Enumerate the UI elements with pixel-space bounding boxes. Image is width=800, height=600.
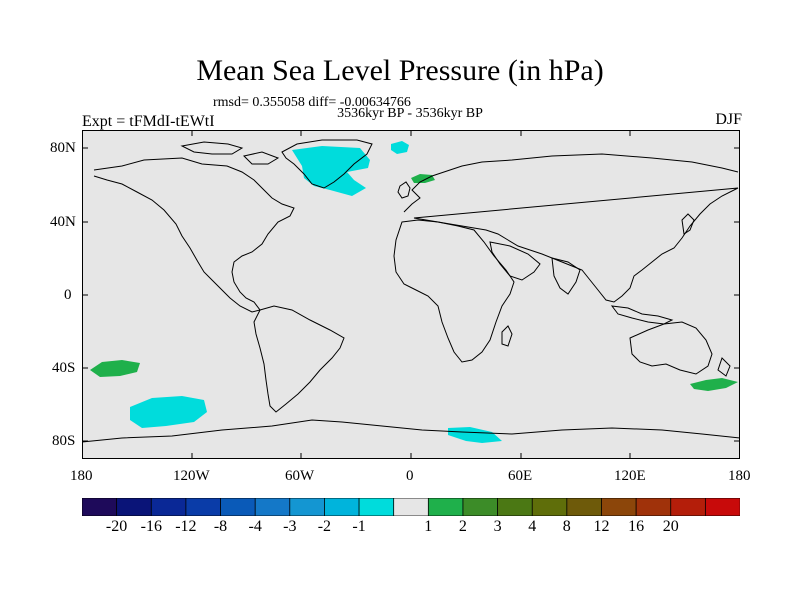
africa-coast bbox=[393, 219, 515, 363]
colorbar-swatch bbox=[289, 498, 326, 516]
india-coast bbox=[551, 257, 581, 295]
colorbar-label: 4 bbox=[528, 518, 537, 535]
colorbar-swatch bbox=[427, 498, 464, 516]
stats-line: rmsd= 0.355058 diff= -0.00634766 bbox=[213, 95, 411, 110]
chart-title: Mean Sea Level Pressure (in hPa) bbox=[196, 54, 604, 87]
lon-label-60w: 60W bbox=[285, 468, 315, 484]
japan-coast bbox=[681, 213, 695, 235]
colorbar-label: -8 bbox=[213, 518, 228, 535]
lon-label-180w: 180 bbox=[70, 468, 93, 484]
arabia-coast bbox=[489, 241, 541, 281]
colorbar-swatch bbox=[531, 498, 568, 516]
colorbar-label: 8 bbox=[562, 518, 571, 535]
colorbar-swatch bbox=[324, 498, 360, 516]
colorbar-swatch bbox=[220, 498, 256, 516]
colorbar-label: -1 bbox=[352, 518, 366, 535]
map-panel bbox=[82, 130, 740, 459]
canadian-arctic-coast bbox=[180, 141, 280, 165]
colorbar bbox=[82, 498, 740, 516]
colorbar-swatch bbox=[150, 498, 187, 516]
colorbar-swatch bbox=[704, 498, 740, 516]
colorbar-label: -2 bbox=[317, 518, 332, 535]
lon-label-120w: 120W bbox=[173, 468, 210, 484]
colorbar-swatch bbox=[566, 498, 603, 516]
colorbar-label: 2 bbox=[458, 518, 467, 535]
iceland-anomaly bbox=[391, 141, 409, 154]
eurasia-coast bbox=[403, 153, 739, 303]
lon-label-0: 0 bbox=[406, 468, 414, 484]
colorbar-label: -12 bbox=[175, 518, 197, 535]
lon-label-120e: 120E bbox=[614, 468, 646, 484]
lon-label-180e: 180 bbox=[728, 468, 751, 484]
australia-coast bbox=[629, 321, 713, 375]
colorbar-swatch bbox=[358, 498, 395, 516]
colorbar-swatch bbox=[462, 498, 499, 516]
south-pacific-anomaly bbox=[130, 396, 207, 428]
lat-label-40s: 40S bbox=[52, 360, 76, 376]
anomaly-regions bbox=[90, 141, 738, 443]
colorbar-swatch bbox=[601, 498, 637, 516]
experiment-label: Expt = tFMdI-tEWtI bbox=[82, 113, 215, 130]
tick-marks bbox=[82, 130, 740, 459]
colorbar-label: -20 bbox=[105, 518, 128, 535]
colorbar-label: 1 bbox=[424, 518, 433, 535]
colorbar-label: 12 bbox=[593, 518, 610, 535]
south-pacific-west-anomaly bbox=[90, 360, 140, 377]
antarctica-coast bbox=[82, 419, 740, 443]
colorbar-swatch bbox=[393, 498, 429, 516]
indonesia-coast bbox=[610, 305, 674, 325]
coastlines bbox=[82, 139, 740, 443]
colorbar-swatch bbox=[635, 498, 672, 516]
lat-label-0: 0 bbox=[64, 287, 72, 303]
british-isles-coast bbox=[397, 181, 411, 199]
colorbar-label: 16 bbox=[628, 518, 645, 535]
colorbar-swatch bbox=[116, 498, 152, 516]
colorbar-swatch bbox=[670, 498, 706, 516]
lat-label-40n: 40N bbox=[50, 214, 76, 230]
colorbar-swatch bbox=[254, 498, 291, 516]
southern-ocean-anomaly bbox=[448, 427, 502, 443]
tasman-anomaly bbox=[690, 378, 738, 391]
lat-label-80s: 80S bbox=[52, 433, 76, 449]
colorbar-label: -3 bbox=[283, 518, 297, 535]
season-label: DJF bbox=[715, 111, 742, 128]
new-zealand-coast bbox=[717, 357, 731, 377]
colorbar-swatch bbox=[185, 498, 222, 516]
lat-label-80n: 80N bbox=[50, 140, 76, 156]
colorbar-swatch bbox=[497, 498, 533, 516]
colorbar-label: -16 bbox=[140, 518, 162, 535]
madagascar-coast bbox=[501, 325, 513, 347]
lon-label-60e: 60E bbox=[508, 468, 533, 484]
colorbar-label: 3 bbox=[493, 518, 502, 535]
south-america-coast bbox=[253, 305, 345, 413]
scandinavia-anomaly bbox=[411, 174, 435, 183]
colorbar-swatch bbox=[82, 498, 118, 516]
greenland-coast bbox=[281, 139, 373, 189]
colorbar-label: 20 bbox=[662, 518, 679, 535]
north-america-coast bbox=[93, 157, 295, 313]
period-label: 3536kyr BP - 3536kyr BP bbox=[337, 106, 483, 121]
colorbar-label: -4 bbox=[248, 518, 262, 535]
